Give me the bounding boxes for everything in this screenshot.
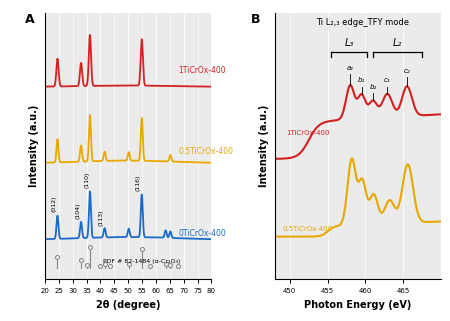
Text: 1TiCrOx-400: 1TiCrOx-400	[178, 66, 226, 75]
Text: L₃: L₃	[345, 38, 354, 48]
Text: 0.5TiCrOx-400: 0.5TiCrOx-400	[282, 226, 332, 232]
Text: (116): (116)	[136, 175, 141, 191]
Text: L₂: L₂	[393, 38, 402, 48]
Y-axis label: Intensity (a.u.): Intensity (a.u.)	[259, 105, 269, 187]
Text: a₁: a₁	[347, 65, 354, 71]
X-axis label: Photon Energy (eV): Photon Energy (eV)	[304, 300, 411, 310]
Text: c₂: c₂	[404, 68, 410, 74]
Text: Ti L₂,₃ edge_TFY mode: Ti L₂,₃ edge_TFY mode	[316, 18, 410, 27]
Text: A: A	[25, 13, 35, 26]
Text: (113): (113)	[99, 209, 104, 226]
Text: b₂: b₂	[369, 84, 377, 90]
Y-axis label: Intensity (a.u.): Intensity (a.u.)	[29, 105, 40, 187]
Text: B: B	[251, 13, 261, 26]
Text: c₁: c₁	[383, 77, 390, 83]
Text: 0.5TiCrOx-400: 0.5TiCrOx-400	[178, 147, 233, 156]
Text: PDF # 82-1484 (α-Cr₂O₃): PDF # 82-1484 (α-Cr₂O₃)	[104, 259, 181, 264]
X-axis label: 2θ (degree): 2θ (degree)	[96, 300, 161, 310]
Text: (110): (110)	[84, 171, 89, 188]
Text: (012): (012)	[52, 195, 57, 212]
Text: (104): (104)	[75, 203, 80, 219]
Text: b₁: b₁	[358, 77, 365, 83]
Text: 1TiCrOx-400: 1TiCrOx-400	[286, 130, 329, 136]
Text: 0TiCrOx-400: 0TiCrOx-400	[178, 229, 226, 238]
